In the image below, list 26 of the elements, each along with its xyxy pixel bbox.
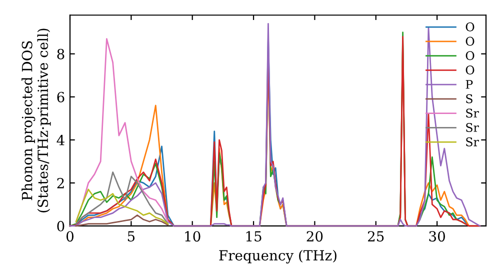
legend-label: Sr (466, 123, 479, 132)
x-tick-label: 30 (429, 231, 445, 242)
legend-label: O (466, 36, 474, 46)
x-axis-title: Frequency (THz) (219, 250, 336, 264)
x-tick-label: 0 (66, 231, 74, 242)
legend-label: P (466, 80, 473, 89)
y-tick-label: 0 (57, 220, 64, 232)
line-series (75, 188, 169, 225)
x-tick-label: 15 (246, 231, 262, 242)
y-tick-label: 2 (57, 178, 64, 188)
line-series (75, 214, 169, 227)
y-tick-label: 4 (56, 134, 64, 146)
x-tick-label: 20 (306, 231, 323, 242)
legend-label: O (466, 51, 474, 60)
y-axis-title: Phonon projected DOS (States/THz·primitive cell) (22, 28, 51, 212)
legend-label: S (466, 94, 472, 104)
legend-label: O (466, 66, 474, 74)
x-tick-label: 10 (185, 231, 200, 242)
legend-label: Sr (466, 137, 479, 146)
legend-label: O (466, 22, 474, 32)
y-tick-label: 8 (57, 48, 64, 60)
legend-label: Sr (466, 108, 479, 118)
x-tick-label: 5 (128, 231, 135, 242)
y-tick-label: 6 (57, 92, 64, 102)
line-series (75, 171, 169, 225)
x-tick-label: 25 (368, 231, 384, 242)
